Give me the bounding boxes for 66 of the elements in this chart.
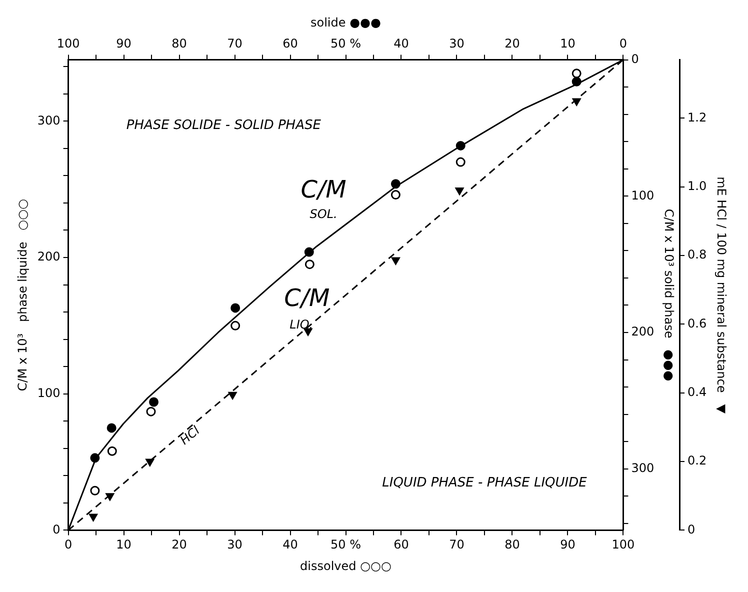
x-tick-label: 100 <box>612 538 635 552</box>
point <box>230 303 240 313</box>
y3-tick-label: 0.8 <box>688 248 707 262</box>
x-tick-label: 60 <box>394 538 409 552</box>
x-tick-label: 10 <box>116 538 132 552</box>
point <box>228 392 237 400</box>
y3-axis-title: mE HCl / 100 mg mineral substance ▼ <box>714 176 729 414</box>
x2-tick-label: 80 <box>172 36 187 51</box>
annotation: PHASE SOLIDE - SOLID PHASE <box>126 118 322 134</box>
annotation: HCl <box>177 422 203 448</box>
point <box>456 157 466 167</box>
point <box>107 446 117 456</box>
point <box>149 397 159 407</box>
y3-tick-label: 1.0 <box>688 178 707 193</box>
y2-tick-label: 200 <box>631 324 654 339</box>
annotation: C/M <box>284 284 330 312</box>
x2-axis-title: solide ●●● <box>310 15 382 30</box>
x-tick-label: 90 <box>560 538 576 552</box>
annotation: LIQUID PHASE - PHASE LIQUIDE <box>382 476 588 491</box>
x-tick-label: 20 <box>172 538 187 552</box>
point <box>390 190 400 200</box>
y-tick-label: 0 <box>52 522 60 536</box>
x-tick-label: 40 <box>282 538 298 552</box>
x-axis-title: dissolved ○○○ <box>300 558 392 573</box>
y2-tick-label: 100 <box>631 188 654 202</box>
x2-tick-label: 100 <box>56 36 80 51</box>
x2-tick-label: 0 <box>619 36 628 51</box>
y-tick-label: 300 <box>37 113 60 128</box>
point <box>146 458 154 466</box>
y-tick-label: 200 <box>37 250 60 264</box>
y3-tick-label: 0 <box>688 522 696 536</box>
y3-tick-label: 0.4 <box>688 384 707 399</box>
x-tick-label: 30 <box>227 538 242 552</box>
point <box>106 423 116 433</box>
annotation: C/M <box>300 176 347 204</box>
x2-tick-label: 40 <box>394 36 409 51</box>
x2-tick-label: 60 <box>282 36 298 51</box>
point <box>572 68 582 78</box>
x-tick-label: 80 <box>504 538 520 552</box>
y3-tick-label: 0.6 <box>688 316 707 330</box>
annotation: LIQ. <box>290 318 314 332</box>
x2-tick-label: 30 <box>449 36 464 51</box>
y2-tick-label: 0 <box>631 52 639 66</box>
y3-tick-label: 0.2 <box>688 454 707 468</box>
point <box>391 257 400 265</box>
point <box>90 486 100 496</box>
x2-tick-label: 20 <box>504 36 520 51</box>
x-tick-label: 50 % <box>330 538 362 552</box>
x2-tick-label: 10 <box>560 36 576 51</box>
x-tick-label: 0 <box>64 538 72 552</box>
point <box>455 188 464 196</box>
y-axis-title: C/M x 10³ phase liquide ○○○ <box>15 198 30 392</box>
y2-tick-label: 300 <box>631 460 654 475</box>
point <box>146 406 156 416</box>
x2-tick-label: 70 <box>227 36 242 51</box>
annotation: SOL. <box>310 207 338 222</box>
point <box>230 320 240 330</box>
x2-tick-label: 90 <box>116 36 132 51</box>
point <box>304 260 314 270</box>
y2-axis-title: C/M x 10³ solid phase ●●● <box>662 208 676 382</box>
y3-tick-label: 1.2 <box>688 110 707 124</box>
y-tick-label: 100 <box>37 386 60 400</box>
x2-tick-label: 50 % <box>330 36 362 51</box>
x-tick-label: 70 <box>449 538 464 552</box>
point <box>106 493 114 501</box>
point <box>89 514 98 522</box>
